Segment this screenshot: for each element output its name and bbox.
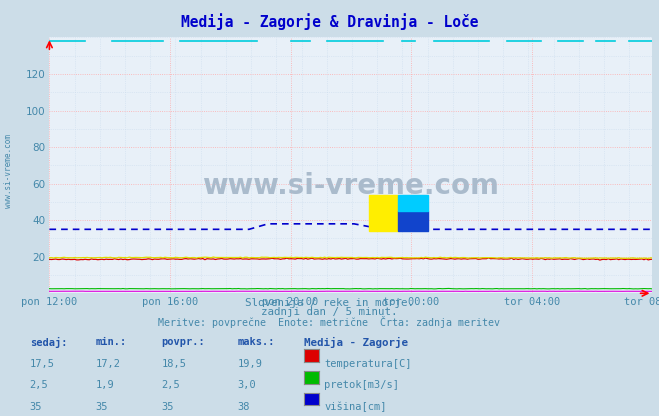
Text: 3,0: 3,0 — [237, 380, 256, 390]
Text: temperatura[C]: temperatura[C] — [324, 359, 412, 369]
Text: višina[cm]: višina[cm] — [324, 402, 387, 412]
Text: 2,5: 2,5 — [30, 380, 48, 390]
Text: povpr.:: povpr.: — [161, 337, 205, 347]
Text: 17,2: 17,2 — [96, 359, 121, 369]
Text: 18,5: 18,5 — [161, 359, 186, 369]
Bar — [369, 195, 398, 231]
Text: maks.:: maks.: — [237, 337, 275, 347]
Text: sedaj:: sedaj: — [30, 337, 67, 348]
Text: zadnji dan / 5 minut.: zadnji dan / 5 minut. — [261, 307, 398, 317]
Text: 19,9: 19,9 — [237, 359, 262, 369]
Text: www.si-vreme.com: www.si-vreme.com — [4, 134, 13, 208]
Text: Slovenija / reke in morje.: Slovenija / reke in morje. — [245, 298, 414, 308]
Text: Medija - Zagorje: Medija - Zagorje — [304, 337, 409, 348]
Text: 2,5: 2,5 — [161, 380, 180, 390]
Bar — [398, 211, 428, 231]
Text: 1,9: 1,9 — [96, 380, 114, 390]
Text: Medija - Zagorje & Dravinja - Loče: Medija - Zagorje & Dravinja - Loče — [181, 13, 478, 30]
Bar — [398, 195, 428, 211]
Text: www.si-vreme.com: www.si-vreme.com — [202, 172, 500, 200]
Text: 35: 35 — [161, 402, 174, 412]
Text: pretok[m3/s]: pretok[m3/s] — [324, 380, 399, 390]
Text: 35: 35 — [96, 402, 108, 412]
Text: min.:: min.: — [96, 337, 127, 347]
Text: Meritve: povprečne  Enote: metrične  Črta: zadnja meritev: Meritve: povprečne Enote: metrične Črta:… — [159, 316, 500, 328]
Text: 17,5: 17,5 — [30, 359, 55, 369]
Text: 38: 38 — [237, 402, 250, 412]
Text: 35: 35 — [30, 402, 42, 412]
